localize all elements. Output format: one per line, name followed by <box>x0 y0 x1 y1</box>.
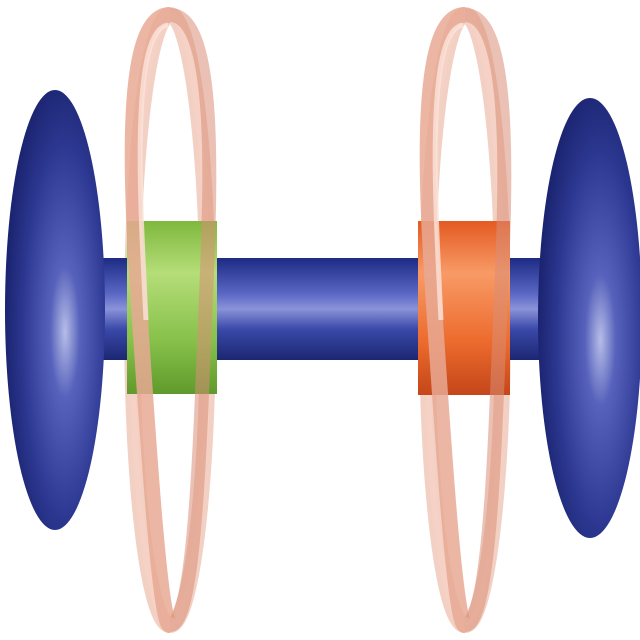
stopper-right <box>538 98 640 538</box>
ring-right <box>419 7 512 633</box>
ring-left <box>124 7 217 633</box>
stopper-left <box>5 90 105 530</box>
